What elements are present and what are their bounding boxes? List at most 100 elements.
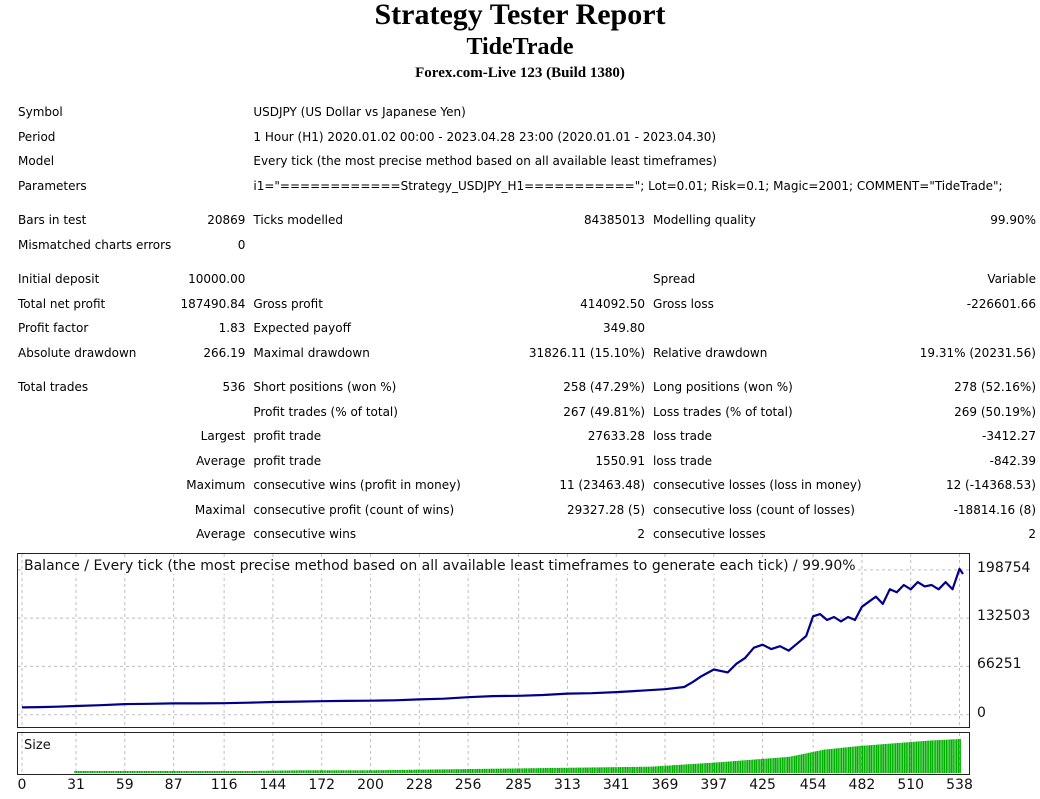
short-value: 258 (47.29%) — [563, 380, 646, 395]
max-losses-label: consecutive losses (loss in money) — [653, 478, 862, 493]
size-bar — [302, 770, 304, 773]
size-bar — [537, 768, 540, 773]
size-bar — [381, 770, 383, 773]
size-bar — [405, 769, 407, 774]
size-bar — [846, 747, 848, 773]
size-bar — [889, 743, 892, 773]
size-bar — [597, 767, 599, 773]
size-bar — [778, 757, 780, 773]
balance-chart-svg — [18, 554, 969, 727]
size-bar — [333, 770, 336, 773]
size-bar — [787, 756, 789, 773]
x-tick-label: 454 — [799, 777, 827, 793]
size-bar — [452, 769, 454, 773]
avg-wins-label: consecutive wins — [253, 527, 357, 542]
size-bar — [623, 767, 625, 773]
size-bar — [90, 771, 92, 773]
quality-value: 99.90% — [990, 213, 1036, 228]
balance-line — [21, 567, 964, 709]
trades-value: 536 — [222, 380, 246, 395]
size-bar — [138, 771, 141, 773]
size-bar — [731, 761, 733, 773]
size-bar — [147, 771, 149, 773]
size-bar — [666, 765, 669, 773]
largest-loss-value: -3412.27 — [982, 429, 1036, 444]
y-tick-label: 66251 — [977, 656, 1022, 673]
size-chart-title: Size — [24, 738, 51, 753]
size-bar — [344, 770, 346, 773]
size-bar — [307, 770, 310, 773]
size-bar — [288, 770, 290, 773]
size-bar — [764, 758, 766, 773]
x-tick-label: 369 — [651, 777, 679, 793]
size-bar — [182, 771, 184, 773]
size-bar — [487, 768, 489, 773]
size-bar — [450, 769, 453, 773]
size-bar — [386, 770, 388, 773]
size-bar — [454, 769, 456, 773]
parameters-label: Parameters — [18, 178, 87, 193]
size-bar — [473, 769, 475, 773]
size-bar — [241, 771, 243, 773]
size-bar — [584, 767, 587, 773]
size-bar — [865, 745, 867, 773]
size-bar — [279, 770, 282, 773]
size-bar — [898, 742, 900, 773]
size-bar — [713, 762, 716, 773]
size-bar — [102, 771, 104, 773]
size-bar — [536, 768, 538, 773]
size-bar — [539, 768, 541, 773]
size-bar — [548, 768, 550, 773]
size-bar — [431, 769, 433, 773]
parameters-value: i1="============Strategy_USDJPY_H1======… — [253, 178, 1003, 193]
size-bar — [720, 762, 723, 773]
size-bar — [163, 771, 165, 773]
size-bar — [750, 759, 752, 773]
size-bar — [128, 771, 130, 773]
size-bar — [455, 769, 458, 773]
size-bar — [349, 770, 351, 773]
size-bar — [553, 767, 555, 773]
size-bar — [489, 768, 491, 773]
size-bar — [708, 762, 710, 773]
size-bar — [203, 771, 205, 773]
size-bar — [572, 767, 575, 773]
size-bar — [820, 750, 822, 773]
size-bar — [769, 758, 771, 773]
size-bar — [665, 765, 667, 773]
size-bar — [468, 769, 470, 773]
size-bar — [656, 766, 658, 774]
size-bar — [914, 741, 916, 773]
size-bar — [576, 767, 578, 773]
x-tick-label: 144 — [259, 777, 287, 793]
row-maximal: Maximal consecutive profit (count of win… — [14, 498, 1040, 523]
size-bar — [316, 770, 318, 773]
size-bar — [680, 764, 683, 773]
size-bar — [248, 771, 250, 773]
y-tick-label: 198754 — [977, 559, 1031, 576]
size-bar — [588, 767, 590, 773]
size-bar — [443, 769, 446, 773]
size-bar — [675, 765, 677, 773]
largest-profit-value: 27633.28 — [587, 429, 646, 444]
size-bar — [398, 769, 400, 773]
size-bar — [445, 769, 447, 773]
size-bar — [602, 767, 604, 773]
size-bar — [739, 760, 742, 773]
size-bar — [682, 764, 684, 773]
row-netprofit: Total net profit 187490.84 Gross profit … — [14, 292, 1040, 317]
size-bar — [698, 763, 700, 773]
pf-value: 1.83 — [218, 321, 246, 336]
size-bar — [562, 767, 564, 773]
pf-label: Profit factor — [18, 321, 89, 336]
size-bar — [478, 768, 480, 773]
size-bar — [635, 766, 637, 773]
x-tick-label: 482 — [848, 777, 876, 793]
size-bar — [253, 770, 256, 773]
size-bar — [206, 771, 209, 773]
size-bar — [96, 771, 99, 773]
absdd-label: Absolute drawdown — [18, 345, 137, 360]
size-bar — [351, 770, 353, 773]
size-bar — [936, 740, 939, 773]
symbol-value: USDJPY (US Dollar vs Japanese Yen) — [253, 105, 466, 120]
